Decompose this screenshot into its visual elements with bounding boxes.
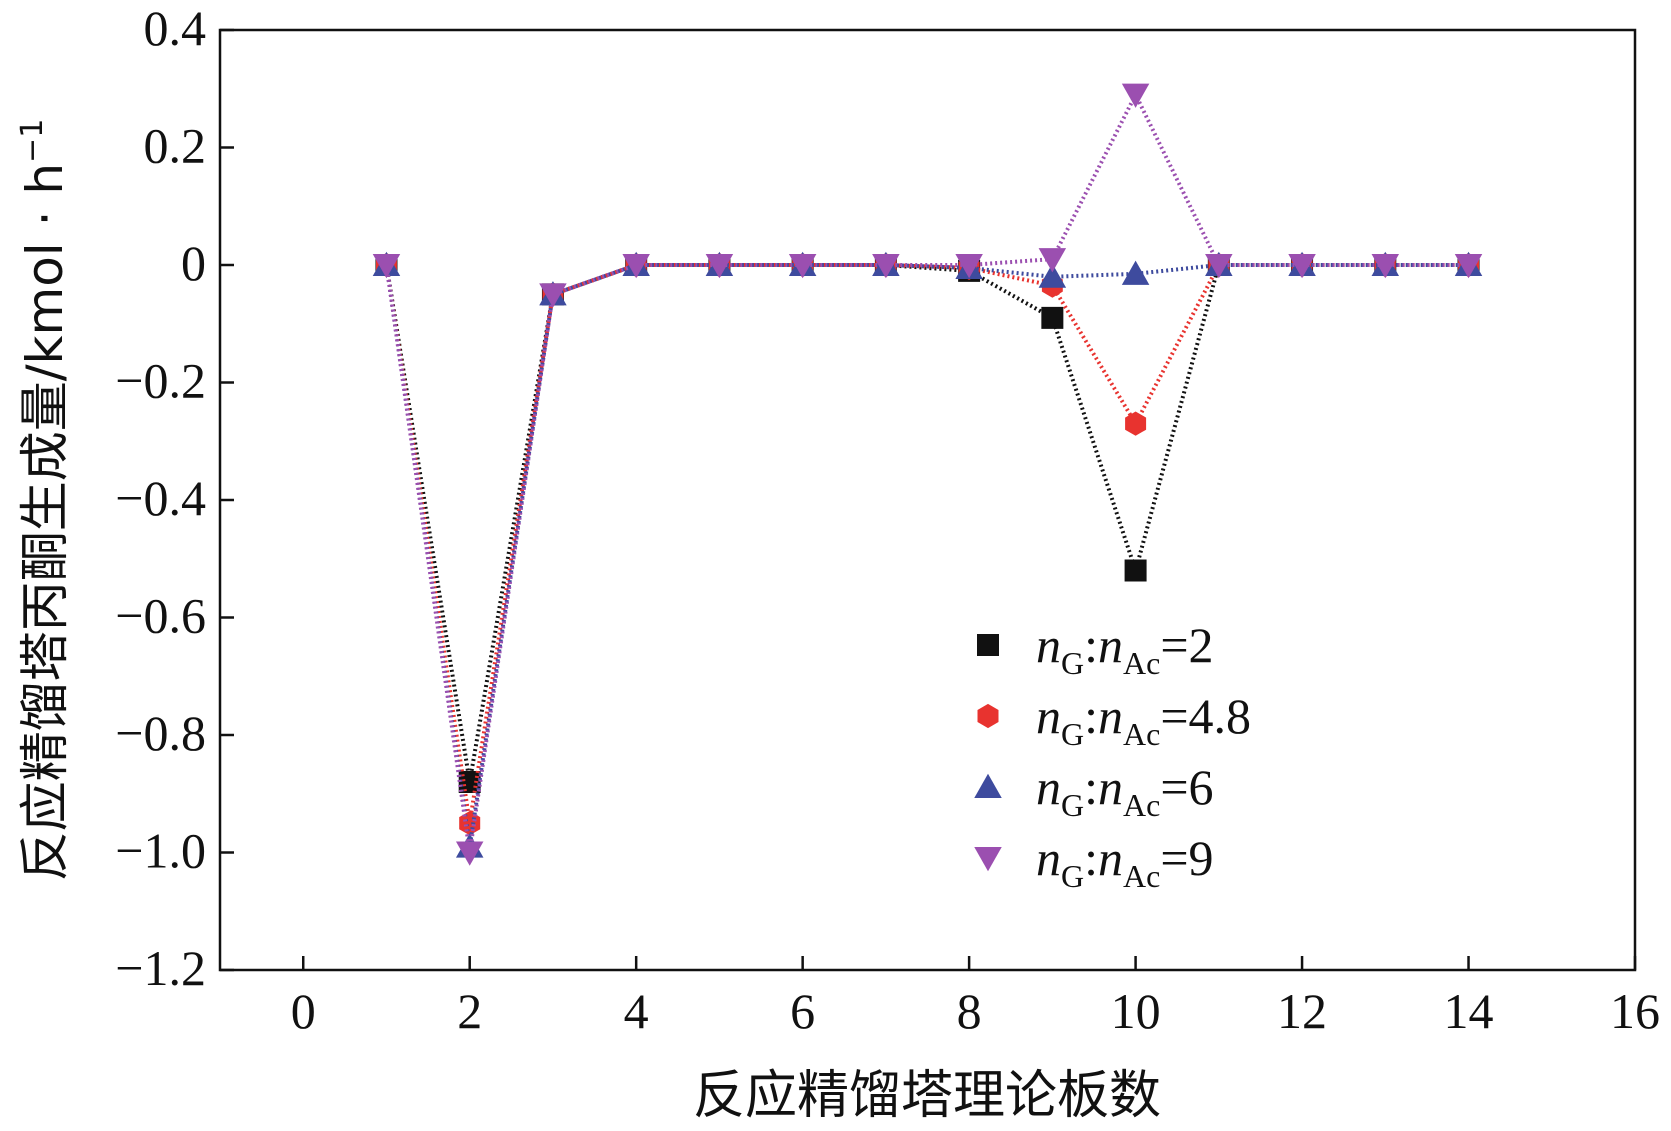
legend-marker [974,773,1002,798]
legend-item: nG:nAc=6 [974,759,1214,823]
data-point [1288,254,1316,279]
legend-item: nG:nAc=9 [974,830,1214,894]
series-line [384,263,1469,847]
x-tick-label: 16 [1610,983,1660,1039]
y-axis-label-main: 反应精馏塔丙酮生成量/kmol · h [16,163,74,881]
data-point [1121,83,1150,108]
data-point [1121,260,1150,285]
y-tick-label: −1.0 [115,823,206,879]
legend-label: nG:nAc=6 [1036,759,1214,823]
y-axis-label: 反应精馏塔丙酮生成量/kmol · h−1 [15,119,74,882]
y-tick-label: 0 [181,235,206,291]
data-point [1371,254,1400,279]
y-tick-label: −0.8 [115,705,206,761]
x-tick-label: 10 [1111,983,1161,1039]
data-point [1038,248,1067,273]
data-point [1125,411,1147,436]
legend-item: nG:nAc=4.8 [977,688,1251,752]
plot-frame [218,28,1637,972]
data-point [1041,306,1064,329]
series-2 [376,252,1479,836]
data-point [459,811,481,836]
data-point [788,254,817,279]
x-tick-label: 6 [790,983,815,1039]
legend-label: nG:nAc=4.8 [1036,688,1251,752]
data-point [955,254,983,279]
y-tick-label: 0.2 [144,118,207,174]
series-line [384,263,1469,824]
x-tick-label: 14 [1444,983,1494,1039]
legend: nG:nAc=2 nG:nAc=4.8 nG:nAc=6 nG:nAc=9 [974,617,1251,894]
data-point [539,283,567,308]
legend-marker [977,634,999,656]
x-axis-label: 反应精馏塔理论板数 [693,1066,1161,1126]
series-4 [372,83,1483,866]
series-line [384,263,1469,783]
series-line [384,90,1469,853]
svg-text:反应精馏塔丙酮生成量/kmol · h−1: 反应精馏塔丙酮生成量/kmol · h−1 [15,119,74,882]
data-point [1454,254,1483,279]
y-tick-label: −1.2 [115,940,206,996]
x-tick-label: 0 [291,983,316,1039]
legend-marker [974,847,1002,872]
data-point [372,254,401,279]
series-3 [372,251,1483,858]
y-tick-label: −0.6 [115,588,206,644]
legend-label: nG:nAc=9 [1036,830,1214,894]
x-ticks: 0 2 4 6 8 10 12 14 16 [291,956,1660,1039]
data-point [455,841,484,866]
y-tick-label: −0.2 [115,353,206,409]
y-axis-label-sup: −1 [15,119,50,163]
series-1 [375,254,1480,793]
legend-marker [977,703,999,729]
data-point [1124,559,1147,582]
y-tick-label: 0.4 [144,0,207,56]
x-tick-label: 4 [624,983,649,1039]
x-tick-label: 12 [1277,983,1327,1039]
data-point [1205,254,1233,279]
data-point [705,254,734,279]
data-point [872,254,900,279]
y-ticks: 0.4 0.2 0 −0.2 −0.4 −0.6 −0.8 −1.0 −1.2 [115,0,234,996]
series-layer [372,83,1483,866]
x-tick-label: 2 [457,983,482,1039]
data-point [622,254,650,279]
x-tick-label: 8 [957,983,982,1039]
legend-item: nG:nAc=2 [977,617,1214,681]
y-tick-label: −0.4 [115,470,206,526]
data-point [1038,263,1067,288]
legend-label: nG:nAc=2 [1036,617,1214,681]
